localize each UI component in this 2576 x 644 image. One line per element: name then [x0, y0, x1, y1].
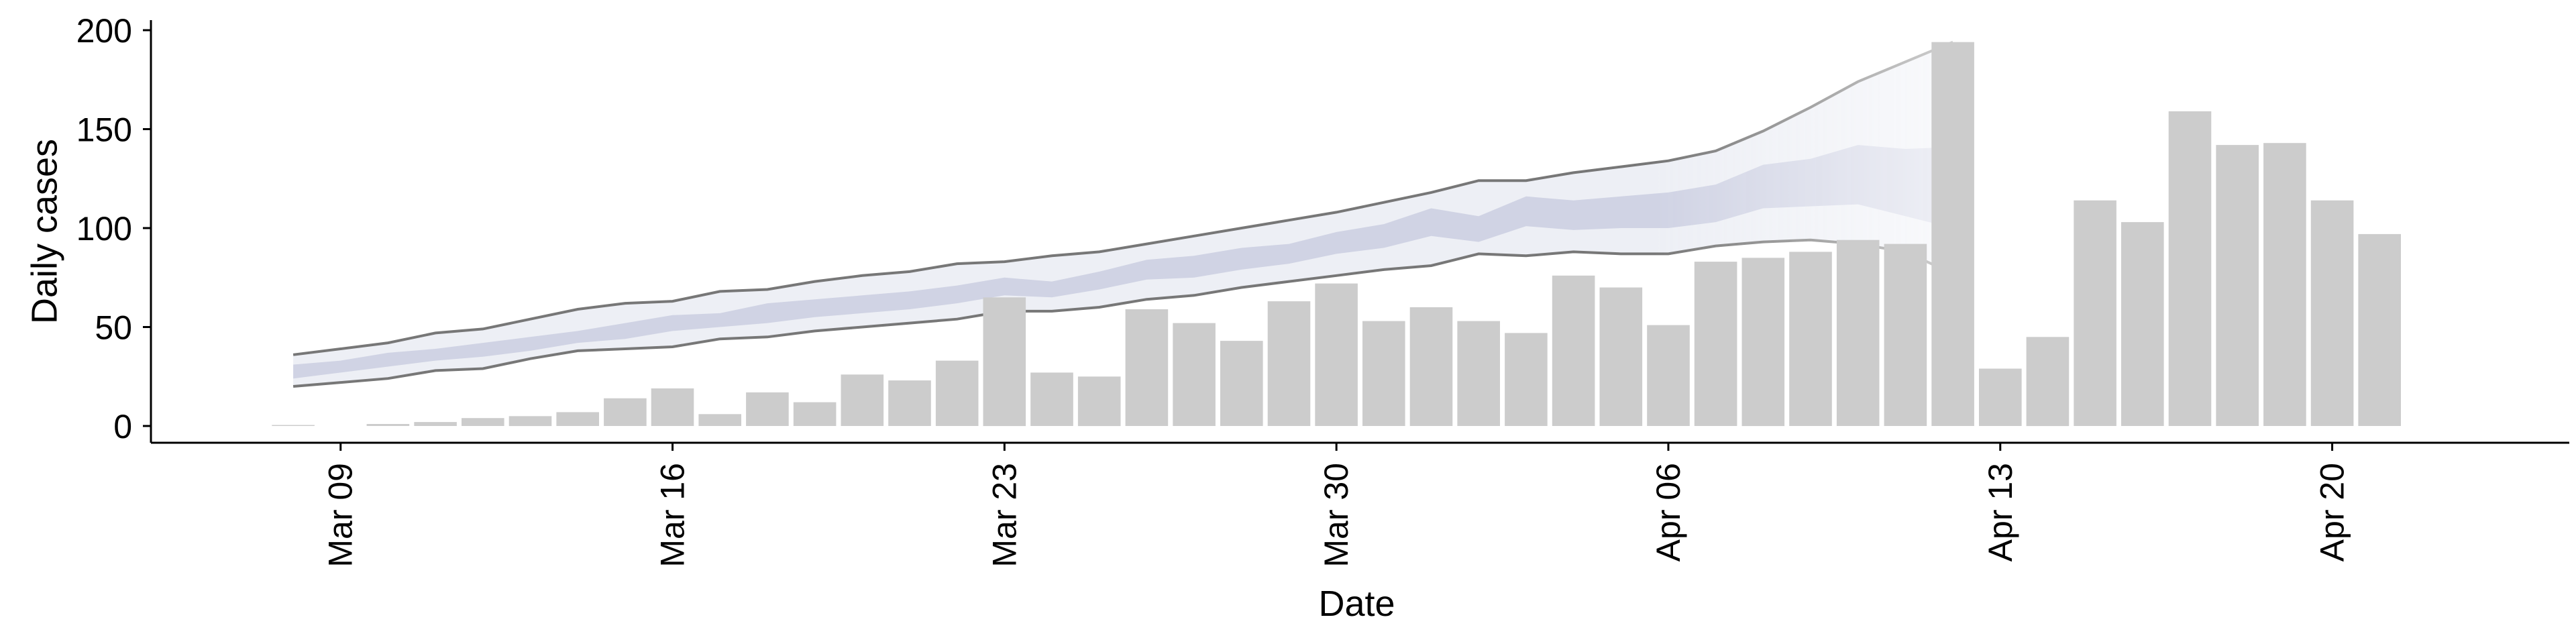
bar [841, 374, 884, 426]
bar [1552, 275, 1595, 426]
bar [272, 425, 315, 426]
bar [651, 388, 694, 426]
bar [1077, 376, 1121, 427]
bar [2216, 145, 2259, 426]
band-shapes [292, 40, 1953, 388]
bar [1741, 258, 1785, 427]
bar-series [272, 42, 2401, 427]
bar [604, 398, 647, 426]
bar [1694, 262, 1737, 426]
bar [414, 422, 457, 426]
y-tick-label: 0 [113, 408, 132, 445]
bar [1836, 239, 1880, 426]
y-axis-label: Daily cases [24, 139, 64, 324]
x-tick-label: Apr 13 [1982, 463, 2019, 561]
bar [983, 297, 1026, 427]
bar [1267, 301, 1311, 426]
bar [1315, 283, 1358, 426]
bar [1173, 323, 1216, 426]
x-tick-label: Mar 30 [1318, 463, 1355, 568]
bar [746, 392, 789, 426]
y-tick-label: 150 [76, 111, 132, 149]
bar [1409, 307, 1453, 426]
bar [1647, 325, 1690, 426]
y-tick-label: 100 [76, 210, 132, 248]
bar [1789, 252, 1832, 426]
bar [935, 360, 979, 426]
bar [1931, 42, 1974, 426]
inner-interval [293, 145, 1953, 379]
bar [462, 418, 504, 426]
bar [1125, 309, 1169, 426]
x-tick-label: Mar 23 [985, 463, 1023, 568]
x-ticks: Mar 09 Mar 16 Mar 23 Mar 30 Apr 06 Apr 13 Apr … [322, 443, 2351, 568]
bar [2121, 222, 2164, 426]
forecast-band [292, 40, 1953, 388]
bar [1599, 287, 1643, 426]
bar [2310, 200, 2354, 426]
lower-bound-line [292, 238, 1953, 388]
bar [2358, 233, 2401, 426]
upper-bound-line [292, 40, 1953, 356]
x-tick-label: Mar 09 [322, 463, 360, 568]
bar [508, 416, 552, 427]
bar [2168, 111, 2212, 426]
y-tick-label: 50 [95, 309, 132, 347]
bar [1362, 321, 1405, 426]
axes: 0 50 100 150 200 Mar 09 Mar 16 Mar 23 Mar 30 Apr… [24, 12, 2569, 624]
y-tick-label: 200 [76, 12, 132, 50]
bar [1505, 333, 1548, 426]
bar [888, 380, 931, 426]
bar [556, 412, 599, 426]
bar [1030, 372, 1073, 426]
bar [698, 414, 741, 426]
x-tick-label: Apr 06 [1650, 463, 1687, 561]
bar [1884, 244, 1927, 426]
x-axis-label: Date [1318, 584, 1395, 624]
bar [793, 402, 837, 426]
outer-interval [293, 42, 1953, 386]
bar [1979, 368, 2022, 426]
x-tick-label: Mar 16 [654, 463, 692, 568]
bar [2263, 143, 2306, 426]
x-tick-label: Apr 20 [2314, 463, 2351, 561]
bar [1220, 341, 1263, 426]
bar [2074, 200, 2116, 426]
bar [2026, 337, 2070, 427]
y-ticks: 0 50 100 150 200 [76, 12, 151, 445]
bar [1457, 321, 1500, 426]
bar [366, 424, 410, 426]
